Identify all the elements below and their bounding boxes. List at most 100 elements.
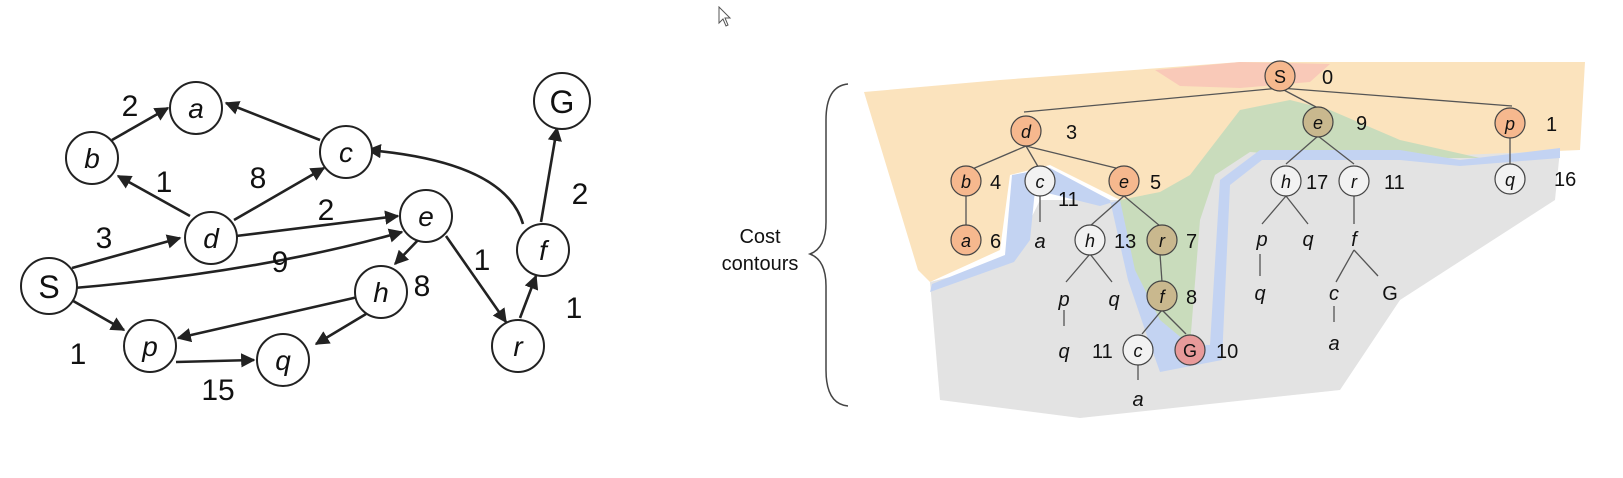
tree-node-q1-cost: 16 [1554,169,1576,191]
graph-node-G-label: G [550,84,575,120]
edge-S-d [71,234,182,270]
tree-node-b-label: b [961,172,971,192]
graph-node-S: S [20,257,78,315]
tree-node-G3-label: G [1183,341,1197,361]
tree-leaf-c2: c [1329,283,1339,305]
tree-node-q1: q 16 [1494,163,1576,195]
edge-f-G [539,126,562,223]
tree-node-e2-label: e [1119,172,1129,192]
tree-edges [965,87,1513,380]
edge-e-h [394,237,421,266]
tree-leaf-q5: q [1058,341,1069,363]
tree-node-r1: r 11 [1338,165,1405,197]
graph-node-S-label: S [38,269,59,305]
tree-node-a1-label: a [961,231,971,251]
tree-node-e-cost: 9 [1356,113,1367,135]
tree-node-S-label: S [1274,67,1286,87]
tree-node-d-cost: 3 [1066,122,1077,144]
contour-orange [864,62,1585,282]
contour-green [1120,100,1480,345]
tree-node-p-cost: 1 [1546,114,1557,136]
graph-node-a-label: a [188,93,204,124]
tree-node-e-label: e [1313,113,1323,133]
weight-f-G: 2 [572,178,589,211]
tree-node-c1-cost: 11 [1058,189,1079,211]
tree-node-f2-label: f [1159,287,1166,307]
tree-node-d: d 3 [1010,115,1077,147]
tree-node-p: p 1 [1494,107,1557,139]
graph-node-h-label: h [373,277,389,308]
graph-node-f-label: f [539,235,550,266]
edge-h-p [176,295,359,343]
graph-node-p: p [123,319,177,373]
graph-node-r: r [491,319,545,373]
edge-p-q [175,353,256,368]
tree-node-G3: G 10 [1174,334,1238,366]
edge-d-b [116,174,191,218]
mouse-cursor-icon [718,6,732,27]
tree-node-d-label: d [1021,122,1032,142]
weight-S-d: 3 [96,222,113,255]
tree-node-S: S 0 [1264,60,1333,92]
graph-node-p-label: p [141,331,158,362]
tree-node-h1: h 17 [1270,165,1328,197]
graph-node-G: G [533,72,591,130]
tree-node-h2-cost: 13 [1114,231,1136,253]
graph-node-q: q [256,333,310,387]
graph-node-e-label: e [418,201,434,232]
edge-e-r [444,235,508,324]
tree-node-r2: r 7 [1146,224,1197,256]
tree-leaf-q5-cost: 11 [1092,341,1113,363]
search-tree-panel: Cost contours [722,60,1585,418]
tree-node-f2: f 8 [1146,280,1197,312]
tree-node-b-cost: 4 [990,172,1001,194]
tree-node-a1: a 6 [950,224,1001,256]
tree-node-a1-cost: 6 [990,231,1001,253]
weight-S-e: 9 [272,246,289,279]
tree-leaf-p2: p [1255,229,1267,251]
tree-leaf-q2: q [1302,229,1313,251]
graph-node-f: f [516,223,570,277]
tree-node-G3-cost: 10 [1216,341,1238,363]
contour-label-cost: Cost [739,226,781,248]
tree-leaf-q3: q [1108,289,1119,311]
edge-r-f [518,274,539,319]
graph-node-d: d [184,211,238,265]
graph-node-q-label: q [275,345,291,376]
tree-node-e2-cost: 5 [1150,172,1161,194]
contour-gray [930,150,1560,418]
tree-leaf-G2: G [1382,283,1398,305]
tree-node-h1-cost: 17 [1306,172,1328,194]
state-space-graph: a b c d e S p q [20,72,591,407]
edge-c-a [224,101,321,142]
tree-node-r1-label: r [1351,172,1358,192]
tree-node-r2-label: r [1159,231,1166,251]
edge-d-c [233,166,326,222]
edge-b-a [111,106,170,142]
tree-node-c3-label: c [1134,341,1143,361]
tree-node-f2-cost: 8 [1186,287,1197,309]
tree-leaf-a3: a [1328,333,1339,355]
tree-node-S-cost: 0 [1322,67,1333,89]
weight-e-r: 1 [474,244,491,277]
edge-S-e [73,228,404,290]
graph-node-c-label: c [339,137,353,168]
tree-node-r1-cost: 11 [1384,172,1405,194]
tree-node-e2: e 5 [1108,165,1161,197]
graph-node-r-label: r [513,331,524,362]
tree-node-r2-cost: 7 [1186,231,1197,253]
weight-e-h: 8 [414,270,431,303]
tree-leaf-q4: q [1254,283,1265,305]
tree-node-c1-label: c [1036,172,1045,192]
tree-node-h1-label: h [1281,172,1291,192]
tree-node-e: e 9 [1302,106,1367,138]
graph-node-a: a [169,81,223,135]
weight-d-c: 8 [250,162,267,195]
edge-d-e [235,210,400,238]
graph-node-b: b [65,131,119,185]
weight-b-a: 2 [122,90,139,123]
contour-label-contours: contours [722,253,799,275]
graph-node-d-label: d [203,223,220,254]
tree-node-b: b 4 [950,165,1001,197]
